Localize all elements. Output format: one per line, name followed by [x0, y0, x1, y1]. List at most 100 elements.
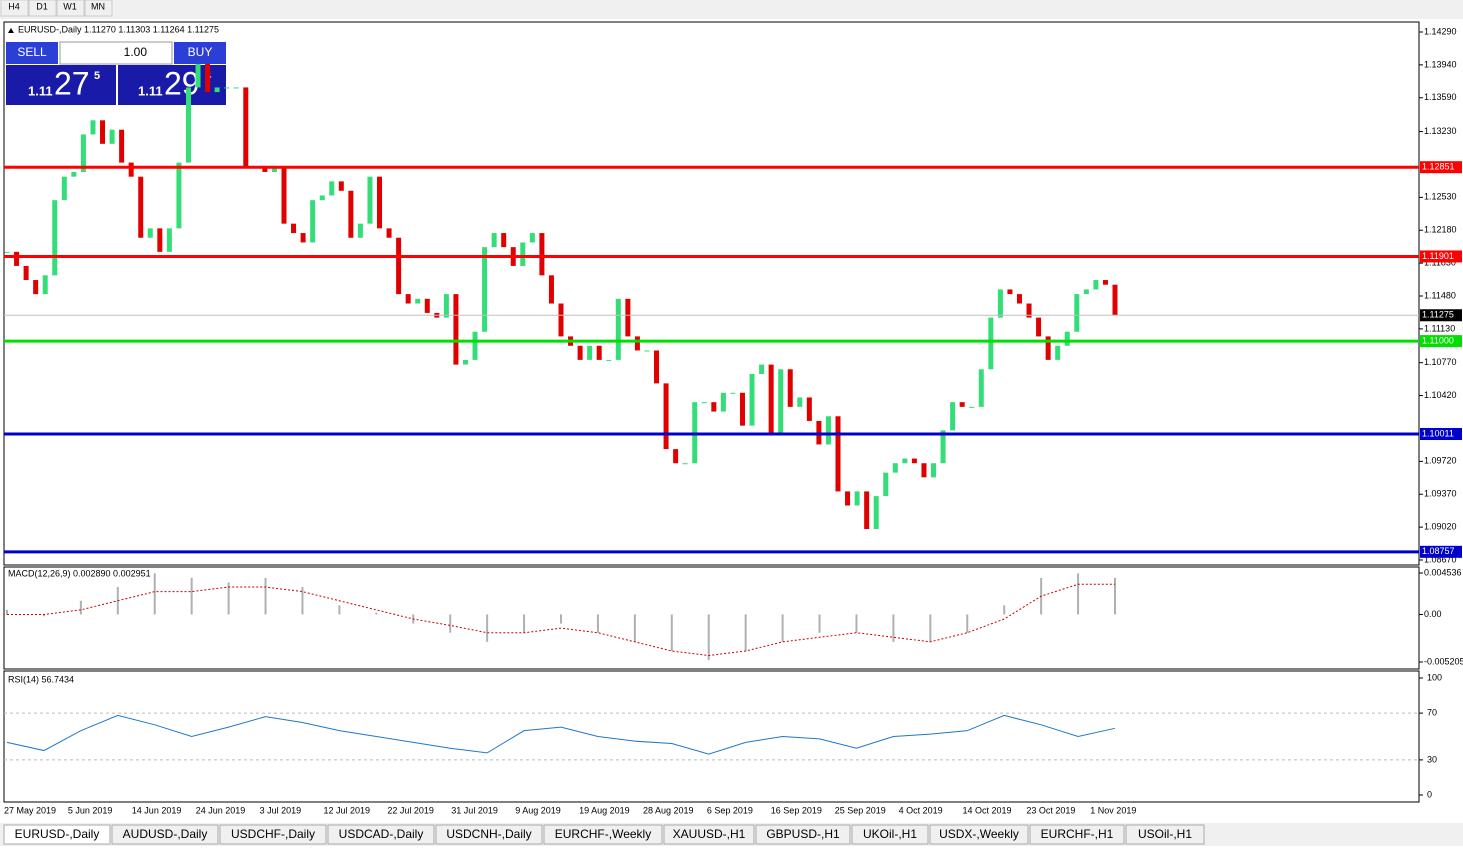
y-tick-label: 1.09020 — [1424, 521, 1457, 531]
candle — [577, 345, 583, 360]
candle — [663, 383, 669, 450]
tab[interactable] — [1125, 824, 1205, 845]
candle — [80, 134, 86, 172]
level-label: 1.10011 — [1422, 428, 1454, 438]
tab-label: GBPUSD-,H1 — [766, 827, 840, 841]
candle — [1036, 317, 1042, 337]
macd-bar — [596, 614, 599, 633]
period-label: MN — [91, 1, 105, 11]
collapse-icon[interactable] — [8, 28, 14, 33]
candle — [797, 397, 803, 407]
y-tick-label: 1.12180 — [1424, 225, 1457, 235]
y-tick-label: 70 — [1427, 707, 1437, 717]
candle — [1055, 345, 1061, 360]
candle — [109, 129, 115, 144]
y-tick-label: 1.11480 — [1424, 290, 1456, 300]
candle — [1016, 294, 1022, 304]
tab[interactable] — [3, 824, 111, 845]
x-tick-label: 9 Aug 2019 — [515, 805, 561, 815]
y-tick-label: 0 — [1427, 789, 1432, 799]
macd-bar — [227, 582, 230, 615]
period-button[interactable] — [84, 0, 113, 17]
x-tick-label: 22 Jul 2019 — [387, 805, 434, 815]
tab[interactable] — [851, 824, 929, 845]
level-box — [1420, 428, 1462, 441]
tab-label: USDCNH-,Daily — [446, 827, 531, 841]
candle — [462, 359, 468, 365]
bid-pip: 5 — [94, 70, 100, 82]
tab-label: USOil-,H1 — [1138, 827, 1192, 841]
candle — [778, 369, 784, 436]
period-label: D1 — [36, 1, 48, 11]
candle — [71, 171, 77, 177]
candle — [176, 162, 182, 229]
x-tick-label: 14 Oct 2019 — [963, 805, 1012, 815]
bid-box[interactable] — [6, 65, 116, 105]
x-tick-label: 5 Jun 2019 — [68, 805, 113, 815]
x-tick-label: 24 Jun 2019 — [196, 805, 246, 815]
buy-button[interactable] — [174, 42, 226, 64]
candle — [883, 472, 889, 497]
macd-bar — [670, 614, 673, 651]
tab[interactable] — [111, 824, 219, 845]
x-tick-label: 6 Sep 2019 — [707, 805, 753, 815]
tab-label: AUDUSD-,Daily — [123, 827, 208, 841]
y-tick-label: 0.00 — [1424, 609, 1442, 619]
candle — [166, 228, 172, 252]
period-button[interactable] — [28, 0, 57, 17]
period-button[interactable] — [0, 0, 29, 17]
y-tick-label: 1.09370 — [1424, 489, 1457, 499]
x-tick-label: 19 Aug 2019 — [579, 805, 630, 815]
candle — [233, 87, 239, 89]
level-label: 1.11901 — [1422, 251, 1454, 261]
tab[interactable] — [219, 824, 327, 845]
ask-price: 29 — [164, 65, 200, 101]
candle — [415, 298, 421, 304]
candle — [281, 167, 287, 224]
tab[interactable] — [929, 824, 1029, 845]
candle — [300, 233, 306, 243]
candle — [864, 491, 870, 529]
y-tick-label: -0.005205 — [1424, 656, 1463, 666]
macd-bar — [338, 605, 341, 615]
candle — [338, 181, 344, 191]
macd-bar — [523, 614, 526, 633]
candle — [759, 364, 765, 374]
y-tick-label: 1.13230 — [1424, 126, 1457, 136]
candle — [205, 63, 211, 93]
tab[interactable] — [755, 824, 851, 845]
candle — [634, 336, 640, 351]
tab[interactable] — [327, 824, 435, 845]
tab[interactable] — [1029, 824, 1125, 845]
candle — [978, 369, 984, 407]
tab[interactable] — [543, 824, 663, 845]
macd-bar — [707, 614, 710, 661]
candle — [892, 463, 898, 473]
y-tick-label: 1.13590 — [1424, 92, 1457, 102]
candle — [749, 373, 755, 426]
candle — [33, 280, 39, 295]
bid-big: 1.11 — [28, 83, 53, 98]
macd-bar — [79, 600, 82, 615]
candle — [310, 200, 316, 243]
tab[interactable] — [435, 824, 543, 845]
period-button[interactable] — [56, 0, 85, 17]
candle — [185, 87, 191, 163]
macd-bar — [892, 614, 895, 642]
sell-button[interactable] — [6, 42, 58, 64]
candle — [1083, 289, 1089, 295]
candle — [950, 402, 956, 431]
candle — [90, 120, 96, 135]
y-tick-label: 1.09720 — [1424, 456, 1457, 466]
candle — [997, 289, 1003, 318]
y-tick-label: 30 — [1427, 754, 1437, 764]
tab[interactable] — [663, 824, 755, 845]
lots-input[interactable] — [59, 41, 173, 65]
x-tick-label: 31 Jul 2019 — [451, 805, 498, 815]
candle — [1064, 331, 1070, 346]
y-tick-label: 0.004536 — [1424, 567, 1462, 577]
candle — [1026, 303, 1032, 318]
level-label: 1.11000 — [1422, 335, 1454, 345]
current-price-box — [1420, 309, 1462, 322]
y-tick-label: 1.10420 — [1424, 390, 1457, 400]
